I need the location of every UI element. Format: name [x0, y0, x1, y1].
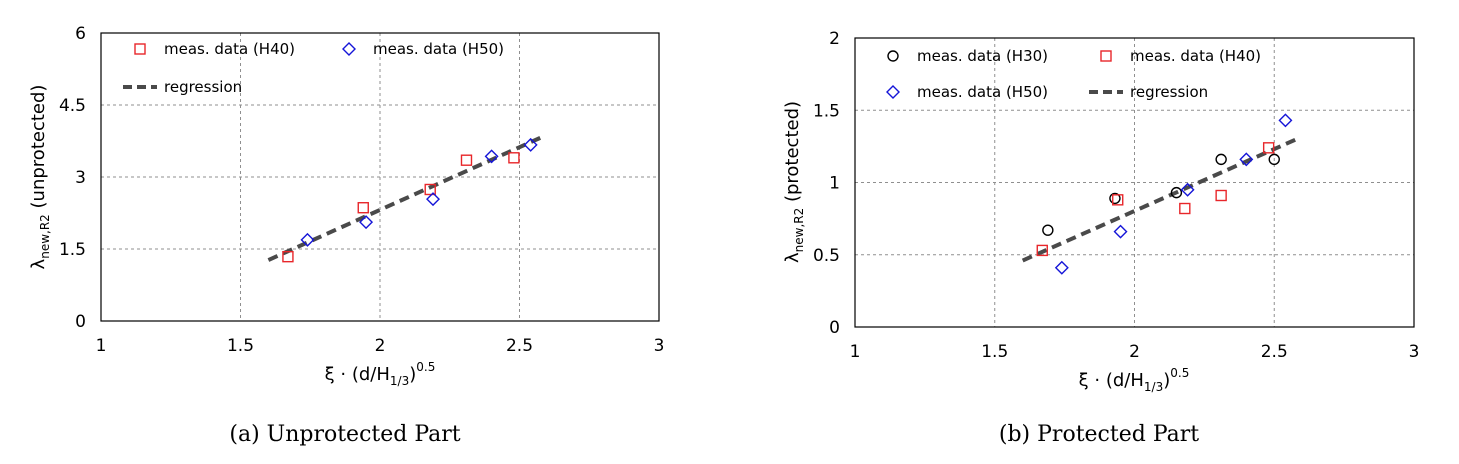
data-point: [1170, 186, 1183, 199]
legend-symbol-3: [886, 85, 900, 99]
plot-frame: [854, 37, 1415, 328]
y-tick-label: 4.5: [59, 96, 86, 116]
x-axis-label-sup: 0.5: [416, 360, 435, 374]
data-point: [1215, 189, 1227, 202]
y-tick-label: 2: [829, 29, 840, 49]
data-point: [1036, 244, 1048, 257]
x-tick-label: 2: [1129, 342, 1140, 362]
legend-label: meas. data (H30): [917, 47, 1048, 65]
legend-label: meas. data (H50): [917, 83, 1048, 101]
x-axis-label-sup: 0.5: [1170, 366, 1189, 380]
plot-frame: [100, 32, 660, 322]
legend-label: regression: [164, 78, 242, 96]
series-points-2: [1036, 142, 1275, 257]
x-axis-label-sub: 1/3: [390, 374, 409, 388]
data-point: [1180, 182, 1195, 197]
legend-symbol-2: [1100, 50, 1112, 62]
series-points-3: [1054, 113, 1293, 275]
series-dashed-line: [1021, 137, 1298, 263]
x-axis-label-main: ξ · (d/H: [1079, 370, 1144, 391]
data-point: [426, 192, 440, 207]
x-axis-label-close: ): [409, 364, 416, 385]
y-tick-label: 1.5: [59, 240, 86, 260]
x-tick-label: 1.5: [227, 336, 254, 356]
legend-label: meas. data (H40): [164, 40, 295, 58]
data-point: [508, 152, 520, 164]
data-point: [1179, 202, 1191, 215]
gridlines: [101, 33, 659, 321]
y-axis-label: λnew,R2 (unprotected): [28, 85, 52, 270]
gridlines: [855, 38, 1414, 327]
data-point: [1268, 153, 1280, 166]
data-point: [1278, 113, 1293, 128]
y-axis-label-rest: (protected): [782, 101, 803, 208]
y-tick-label: 3: [75, 168, 86, 188]
legend-symbol-1: [887, 50, 899, 62]
panel-caption: (a) Unprotected Part: [229, 422, 460, 447]
y-axis-label-main: λ: [782, 252, 803, 263]
data-point: [1239, 152, 1254, 167]
panel-caption: (b) Protected Part: [999, 422, 1199, 447]
data-point: [282, 250, 294, 263]
y-tick-label: 0.5: [813, 246, 840, 266]
x-tick-label: 1.5: [981, 342, 1008, 362]
series-points-2: [300, 137, 538, 247]
data-point: [460, 154, 473, 166]
legend: meas. data (H40) meas. data (H50) regressi…: [123, 40, 504, 96]
x-tick-label: 3: [654, 336, 665, 356]
y-tick-label: 0: [829, 318, 840, 338]
x-axis-label-sub: 1/3: [1144, 380, 1163, 394]
series-points-1: [282, 152, 520, 263]
data-point: [424, 183, 436, 196]
data-point: [357, 202, 369, 214]
legend-label: meas. data (H50): [373, 40, 504, 58]
series-points-1: [1042, 153, 1280, 236]
x-axis-label-main: ξ · (d/H: [325, 364, 390, 385]
data-point: [484, 149, 499, 164]
data-point: [523, 137, 538, 152]
legend-symbol-2: [342, 42, 356, 56]
legend-label: meas. data (H40): [1130, 47, 1261, 65]
series-dashed-line: [267, 135, 543, 262]
x-tick-label: 2: [375, 336, 386, 356]
x-tick-label: 3: [1409, 342, 1420, 362]
y-axis-label-sub: new,R2: [792, 208, 806, 253]
x-axis-label-close: ): [1163, 370, 1170, 391]
data-point: [1215, 153, 1227, 166]
y-tick-label: 1.5: [813, 101, 840, 121]
y-tick-label: 1: [829, 174, 840, 194]
x-axis-label: ξ · (d/H1/3)0.5: [1079, 366, 1190, 394]
data-point: [1113, 224, 1128, 239]
regression-line: [1021, 137, 1298, 263]
data-point: [1042, 224, 1054, 236]
legend-symbol-1: [134, 43, 146, 55]
data-point: [1112, 194, 1124, 206]
legend-label: regression: [1130, 83, 1208, 101]
legend: meas. data (H30) meas. data (H40) meas. da…: [886, 47, 1261, 101]
data-point: [1054, 260, 1069, 275]
data-point: [1262, 142, 1275, 154]
x-tick-label: 2.5: [506, 336, 533, 356]
data-point: [1109, 192, 1121, 205]
y-axis-label: λnew,R2 (protected): [782, 101, 806, 263]
y-axis-label-sub: new,R2: [38, 214, 52, 259]
y-tick-label: 0: [75, 312, 86, 332]
x-axis-label: ξ · (d/H1/3)0.5: [325, 360, 436, 388]
x-tick-label: 2.5: [1261, 342, 1288, 362]
x-tick-label: 1: [850, 342, 861, 362]
data-point: [300, 232, 315, 247]
x-tick-label: 1: [96, 336, 107, 356]
y-axis-label-rest: (unprotected): [28, 85, 49, 215]
regression-line: [267, 135, 543, 262]
y-tick-label: 6: [75, 24, 86, 44]
y-axis-label-main: λ: [28, 258, 49, 269]
data-point: [359, 215, 374, 230]
